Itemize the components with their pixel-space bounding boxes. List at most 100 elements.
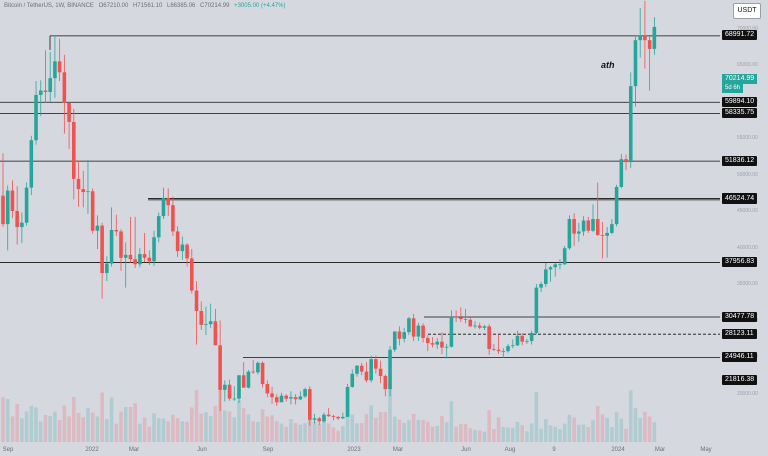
volume-bar xyxy=(506,427,510,442)
volume-bar xyxy=(341,426,345,442)
ohlc-high: H71561.10 xyxy=(132,3,163,9)
candle-body xyxy=(558,264,562,266)
y-tick-label: 35000.00 xyxy=(737,281,758,287)
candle-body xyxy=(53,61,57,79)
candle xyxy=(548,265,553,282)
volume-bar xyxy=(647,416,652,442)
volume-bar xyxy=(633,407,638,442)
volume-bar xyxy=(100,392,104,442)
candle-body xyxy=(5,190,10,225)
candle xyxy=(444,343,449,359)
volume-bar xyxy=(355,423,359,442)
candle-body xyxy=(20,222,24,228)
y-tick-label: 50000.00 xyxy=(737,171,758,178)
candle xyxy=(378,360,383,384)
y-tick-label: 70000.00 xyxy=(737,25,758,32)
candle xyxy=(515,330,520,347)
candle xyxy=(600,221,605,259)
currency-button[interactable]: USDT xyxy=(733,3,761,19)
candle xyxy=(241,362,246,388)
candle xyxy=(48,51,52,102)
candle xyxy=(605,227,609,258)
volume-bar xyxy=(449,401,454,442)
candle xyxy=(308,386,312,426)
candle-body xyxy=(303,389,307,397)
candle-body xyxy=(57,61,62,73)
x-tick-label: 9 xyxy=(552,447,556,453)
volume-bar xyxy=(256,421,260,442)
volume-bar xyxy=(72,396,76,442)
candle-body xyxy=(265,384,270,394)
volume-bar xyxy=(421,420,425,442)
volume-bar xyxy=(270,415,274,442)
candle-body xyxy=(43,90,48,93)
candle-body xyxy=(256,362,260,373)
candle-body xyxy=(383,375,388,390)
symbol-name[interactable]: Bitcoin / TetherUS, 1W, BINANCE xyxy=(4,3,94,9)
candle xyxy=(109,207,114,267)
candle-body xyxy=(581,220,586,232)
volume-bar xyxy=(48,416,52,442)
volume-bar xyxy=(293,423,298,442)
candle-body xyxy=(567,219,572,249)
candle-body xyxy=(600,235,605,236)
volume-bar xyxy=(473,429,477,442)
volume-bar xyxy=(539,428,543,442)
candles xyxy=(1,0,657,426)
candle-body xyxy=(142,254,147,258)
candle-body xyxy=(487,326,491,349)
level-price-tag: 37956.83 xyxy=(722,257,758,267)
candle-body xyxy=(482,326,487,328)
volume-bar xyxy=(553,426,558,442)
volume-bar xyxy=(364,414,369,442)
level-price-tag: 24946.11 xyxy=(722,352,757,362)
volume-bar xyxy=(29,405,34,442)
candle xyxy=(194,281,199,345)
candle-body xyxy=(492,348,496,350)
candle-body xyxy=(336,416,340,419)
candle xyxy=(435,338,440,349)
candle xyxy=(628,72,633,168)
volume-bar xyxy=(265,416,270,442)
level-price-tag: 46524.74 xyxy=(722,194,758,204)
ohlc-close: C70214.99 xyxy=(200,3,230,9)
candle xyxy=(270,386,274,404)
candle xyxy=(199,301,204,330)
candle xyxy=(95,215,100,249)
volume-bar xyxy=(430,426,435,442)
candle xyxy=(72,108,76,200)
candle xyxy=(322,412,326,423)
candle-body xyxy=(463,319,468,320)
candle-body xyxy=(204,324,208,325)
volume-bar xyxy=(303,423,307,442)
volume-bar xyxy=(619,418,624,442)
volume-bar xyxy=(336,430,340,442)
volume-bar xyxy=(614,412,619,442)
candle-body xyxy=(350,373,355,387)
volume-bar xyxy=(128,406,133,442)
candle-body xyxy=(133,259,137,265)
volume-bar xyxy=(317,424,322,442)
candle-body xyxy=(237,375,241,399)
candle xyxy=(355,365,359,377)
volume-bar xyxy=(114,423,119,442)
candle xyxy=(411,313,416,341)
candle-body xyxy=(341,416,345,419)
candle xyxy=(86,159,90,214)
candle xyxy=(624,154,628,171)
volume-bar xyxy=(374,417,378,442)
candle-body xyxy=(610,224,614,233)
candle xyxy=(633,35,638,107)
candle xyxy=(260,361,265,388)
volume-bar xyxy=(218,382,222,442)
candle-body xyxy=(90,191,95,231)
candle-body xyxy=(388,349,392,390)
x-tick-label: Sep xyxy=(262,447,274,453)
x-tick-label: 2023 xyxy=(347,447,361,453)
candle xyxy=(647,36,652,91)
level-lines xyxy=(0,35,720,358)
candle-body xyxy=(643,35,647,41)
candle-body xyxy=(152,237,156,262)
volume-bar xyxy=(331,427,336,442)
candle xyxy=(43,50,48,103)
